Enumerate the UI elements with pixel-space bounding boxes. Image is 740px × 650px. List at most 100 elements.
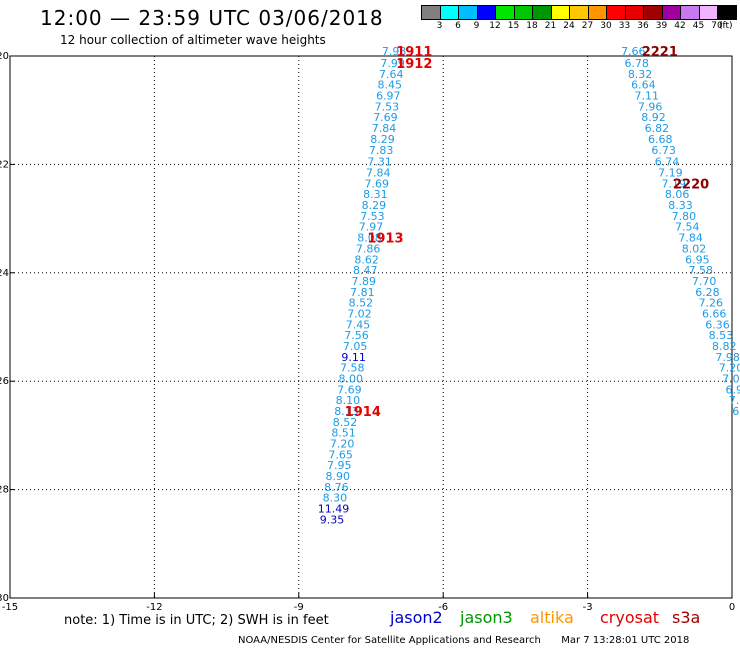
- swh-value: 8.00: [339, 372, 364, 385]
- swh-value: 6.74: [655, 156, 680, 169]
- legend-label: 30: [600, 21, 612, 31]
- legend-unit: (ft): [719, 21, 733, 31]
- swh-value: 7.53: [375, 100, 400, 113]
- page-title: 12:00 — 23:59 UTC 03/06/2018: [40, 6, 384, 30]
- swh-value: 6.66: [702, 307, 727, 320]
- swh-value: 7.93: [382, 45, 407, 58]
- swh-value: 7.84: [366, 167, 391, 180]
- swh-value: 8.29: [370, 133, 395, 146]
- plot-frame: [9, 55, 733, 599]
- footer-credit: NOAA/NESDIS Center for Satellite Applica…: [238, 635, 541, 646]
- swh-value: 8.45: [378, 79, 403, 92]
- sat-s3a: s3a: [672, 608, 701, 627]
- swh-value: 6.73: [651, 144, 676, 157]
- swh-value: 8.51: [331, 427, 356, 440]
- legend-label: 39: [655, 21, 668, 31]
- swh-value: 7.56: [344, 329, 369, 342]
- swh-value: 6.64: [631, 79, 656, 92]
- time-label: 2220: [673, 177, 709, 192]
- footer: NOAA/NESDIS Center for Satellite Applica…: [238, 635, 689, 646]
- swh-value: 8.31: [363, 188, 388, 201]
- time-label: 1912: [396, 57, 432, 72]
- swh-value: 8.29: [362, 199, 387, 212]
- legend-label: 42: [674, 21, 686, 31]
- legend-label: 21: [544, 21, 557, 31]
- swh-value: 8.62: [354, 253, 379, 266]
- x-tick-label: -12: [146, 602, 162, 613]
- time-label: 1913: [367, 232, 403, 247]
- sat-jason2: jason2: [390, 608, 443, 627]
- swh-value: 7.69: [337, 383, 362, 396]
- note-text: note: 1) Time is in UTC; 2) SWH is in fe…: [64, 613, 329, 628]
- swh-value: 7.20: [330, 438, 355, 451]
- legend-label: 33: [618, 21, 631, 31]
- swh-value: 6.68: [648, 133, 673, 146]
- swh-value: 8.08: [357, 232, 382, 245]
- legend-label: 70: [711, 21, 723, 31]
- swh-value: 7.86: [356, 242, 381, 255]
- swh-value: 6.78: [624, 57, 649, 70]
- swh-value: 7.31: [729, 394, 740, 407]
- swh-value: 7.99: [380, 57, 405, 70]
- legend-label: 15: [507, 21, 520, 31]
- swh-value: 8.13: [334, 405, 359, 418]
- swh-value: 7.07: [722, 372, 740, 385]
- swh-value: 6.26: [732, 405, 740, 418]
- sat-altika: altika: [530, 608, 574, 627]
- swh-value: 8.52: [349, 297, 374, 310]
- swh-value: 8.53: [709, 329, 734, 342]
- swh-value: 7.83: [369, 144, 394, 157]
- swh-value: 7.58: [688, 264, 713, 277]
- swh-value: 6.92: [726, 383, 740, 396]
- swh-value: 7.81: [350, 286, 375, 299]
- legend-swatch: [717, 5, 737, 20]
- swh-value: 7.19: [658, 167, 683, 180]
- swh-value: 7.69: [373, 111, 398, 124]
- y-tick-label: -28: [0, 485, 9, 496]
- swh-value: 7.84: [372, 122, 397, 135]
- swh-value: 7.65: [328, 448, 353, 461]
- swh-value: 8.32: [628, 68, 653, 81]
- legend-label: 27: [581, 21, 594, 31]
- legend-label: 24: [563, 21, 575, 31]
- y-tick-label: -24: [0, 268, 9, 279]
- swh-value: 7.70: [692, 275, 717, 288]
- swh-value: 7.80: [672, 210, 697, 223]
- swh-value: 7.96: [638, 100, 663, 113]
- x-tick-label: 0: [729, 602, 735, 613]
- swh-value: 8.47: [353, 264, 378, 277]
- swh-value: 7.26: [699, 297, 724, 310]
- time-label: 2221: [642, 45, 678, 60]
- swh-value: 8.02: [682, 242, 707, 255]
- y-tick-label: -22: [0, 159, 9, 170]
- swh-value: 7.66: [621, 45, 646, 58]
- swh-value: 6.97: [376, 90, 401, 103]
- swh-value: 7.31: [367, 156, 392, 169]
- swh-value: 7.45: [346, 318, 371, 331]
- legend-label: 6: [455, 21, 461, 31]
- swh-value: 8.92: [641, 111, 666, 124]
- y-tick-label: -20: [0, 51, 9, 62]
- swh-value: 7.58: [340, 362, 365, 375]
- swh-value: 7.97: [359, 221, 384, 234]
- swh-value: 9.11: [341, 351, 366, 364]
- swh-value: 9.35: [320, 513, 345, 526]
- swh-value: 7.11: [635, 90, 660, 103]
- footer-timestamp: Mar 7 13:28:01 UTC 2018: [561, 635, 690, 646]
- swh-value: 7.89: [352, 275, 377, 288]
- x-tick-label: -15: [2, 602, 18, 613]
- sat-jason3: jason3: [460, 608, 513, 627]
- y-tick-label: -26: [0, 376, 9, 387]
- x-tick-label: -9: [294, 602, 304, 613]
- swh-value: 7.02: [347, 307, 372, 320]
- swh-value: 6.36: [705, 318, 730, 331]
- swh-value: 11.49: [318, 503, 350, 516]
- page-subtitle: 12 hour collection of altimeter wave hei…: [60, 33, 326, 47]
- swh-value: 7.20: [719, 362, 740, 375]
- swh-value: 8.33: [668, 199, 693, 212]
- swh-value: 6.28: [695, 286, 720, 299]
- swh-value: 7.53: [360, 210, 385, 223]
- time-label: 1911: [396, 45, 432, 60]
- swh-value: 7.69: [365, 177, 390, 190]
